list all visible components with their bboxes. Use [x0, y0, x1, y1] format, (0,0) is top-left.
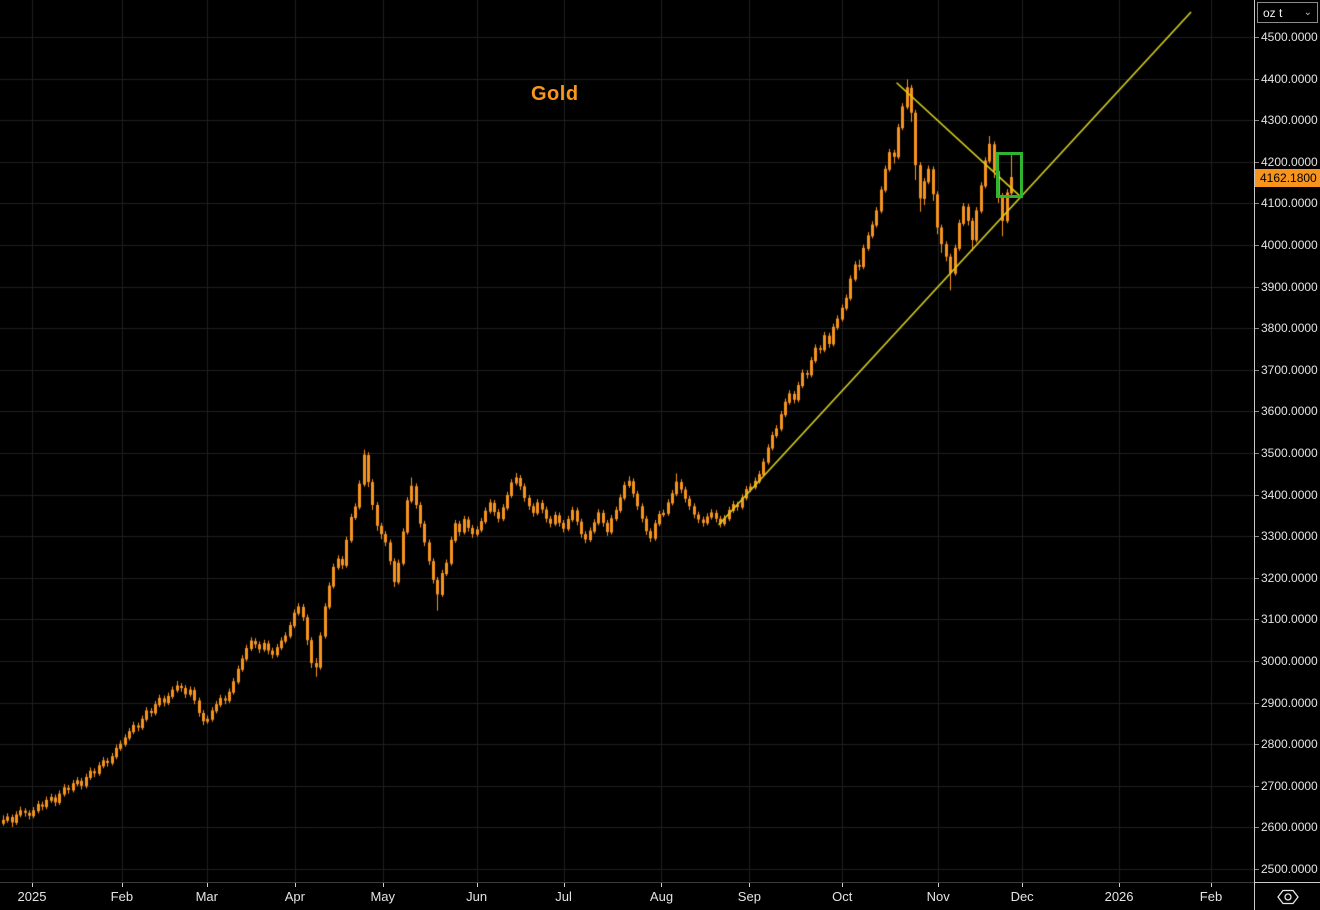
price-axis-tick [1255, 162, 1259, 163]
time-axis-label: May [370, 889, 395, 904]
time-axis-tick [842, 883, 843, 887]
time-axis-label: Mar [195, 889, 218, 904]
time-axis-label: Dec [1010, 889, 1034, 904]
price-axis-label: 4100.0000 [1261, 196, 1318, 211]
time-axis-label: 2026 [1104, 889, 1134, 904]
chevron-down-icon: ⌄ [1303, 6, 1312, 18]
settings-hexagon-icon[interactable] [1276, 889, 1300, 905]
price-axis-label: 3700.0000 [1261, 362, 1318, 377]
price-axis-tick [1255, 869, 1259, 870]
price-axis-tick [1255, 328, 1259, 329]
price-axis-label: 4200.0000 [1261, 154, 1318, 169]
time-axis-label: Nov [926, 889, 950, 904]
price-axis-tick [1255, 120, 1259, 121]
time-axis-tick [938, 883, 939, 887]
price-axis-label: 4000.0000 [1261, 238, 1318, 252]
price-axis-tick [1255, 786, 1259, 787]
time-axis-tick [661, 883, 662, 887]
time-axis-tick [1119, 883, 1120, 887]
time-axis-tick [32, 883, 33, 887]
price-axis-tick [1255, 744, 1259, 745]
time-axis-label: Feb [110, 889, 134, 904]
price-axis-label: 4500.0000 [1261, 30, 1318, 44]
time-axis-label: Apr [284, 889, 305, 904]
time-axis-label: Jul [555, 889, 572, 904]
price-axis-label: 3300.0000 [1261, 529, 1318, 544]
price-axis-tick [1255, 578, 1259, 579]
price-axis-tick [1255, 661, 1259, 662]
price-chart-canvas[interactable] [0, 0, 1254, 882]
price-axis-label: 3400.0000 [1261, 487, 1318, 502]
price-axis-tick [1255, 245, 1259, 246]
last-price-label: 4162.1800 [1255, 168, 1320, 187]
time-axis-tick [1211, 883, 1212, 887]
time-axis-tick [207, 883, 208, 887]
chart-title: Gold [531, 83, 579, 105]
axis-corner [1254, 882, 1320, 910]
price-axis-tick [1255, 536, 1259, 537]
price-axis-tick [1255, 827, 1259, 828]
time-axis-tick [383, 883, 384, 887]
time-axis-tick [749, 883, 750, 887]
plot-area: Gold [0, 0, 1254, 882]
price-axis-label: 2500.0000 [1261, 862, 1318, 876]
price-axis-tick [1255, 287, 1259, 288]
time-axis[interactable]: 2025 Feb Mar Apr May Jun Jul Aug Sep Oct Nov Dec 202… [0, 882, 1254, 910]
price-axis-label: 3800.0000 [1261, 321, 1318, 336]
price-axis-tick [1255, 203, 1259, 204]
price-axis-label: 4400.0000 [1261, 71, 1318, 86]
time-axis-label: Feb [1199, 889, 1223, 904]
price-axis-label: 3200.0000 [1261, 570, 1318, 585]
unit-label: oz t [1263, 5, 1283, 20]
time-axis-tick [564, 883, 565, 887]
time-axis-tick [122, 883, 123, 887]
price-axis[interactable]: oz t ⌄ 4162.1800 4500.0000 4400.0000 4300.… [1254, 0, 1320, 882]
price-axis-label: 2900.0000 [1261, 695, 1318, 710]
price-axis-tick [1255, 495, 1259, 496]
price-axis-tick [1255, 619, 1259, 620]
unit-selector-dropdown[interactable]: oz t ⌄ [1257, 2, 1318, 23]
price-axis-label: 2700.0000 [1261, 778, 1318, 793]
price-axis-label: 3500.0000 [1261, 446, 1318, 460]
price-axis-tick [1255, 370, 1259, 371]
price-axis-tick [1255, 37, 1259, 38]
time-axis-label: Aug [649, 889, 674, 904]
price-axis-label: 2600.0000 [1261, 820, 1318, 835]
time-axis-tick [1022, 883, 1023, 887]
price-axis-label: 4300.0000 [1261, 113, 1318, 128]
highlight-box[interactable] [996, 151, 1024, 198]
price-axis-tick [1255, 453, 1259, 454]
price-axis-label: 3100.0000 [1261, 612, 1318, 627]
time-axis-label: 2025 [17, 889, 47, 904]
price-axis-tick [1255, 79, 1259, 80]
time-axis-label: Oct [832, 889, 853, 904]
time-axis-tick [477, 883, 478, 887]
price-axis-label: 3600.0000 [1261, 404, 1318, 419]
price-axis-label: 2800.0000 [1261, 737, 1318, 752]
time-axis-label: Sep [737, 889, 761, 904]
price-axis-tick [1255, 703, 1259, 704]
price-axis-label: 3900.0000 [1261, 279, 1318, 294]
price-axis-tick [1255, 411, 1259, 412]
time-axis-label: Jun [466, 889, 488, 904]
price-axis-label: 3000.0000 [1261, 654, 1318, 668]
time-axis-tick [295, 883, 296, 887]
